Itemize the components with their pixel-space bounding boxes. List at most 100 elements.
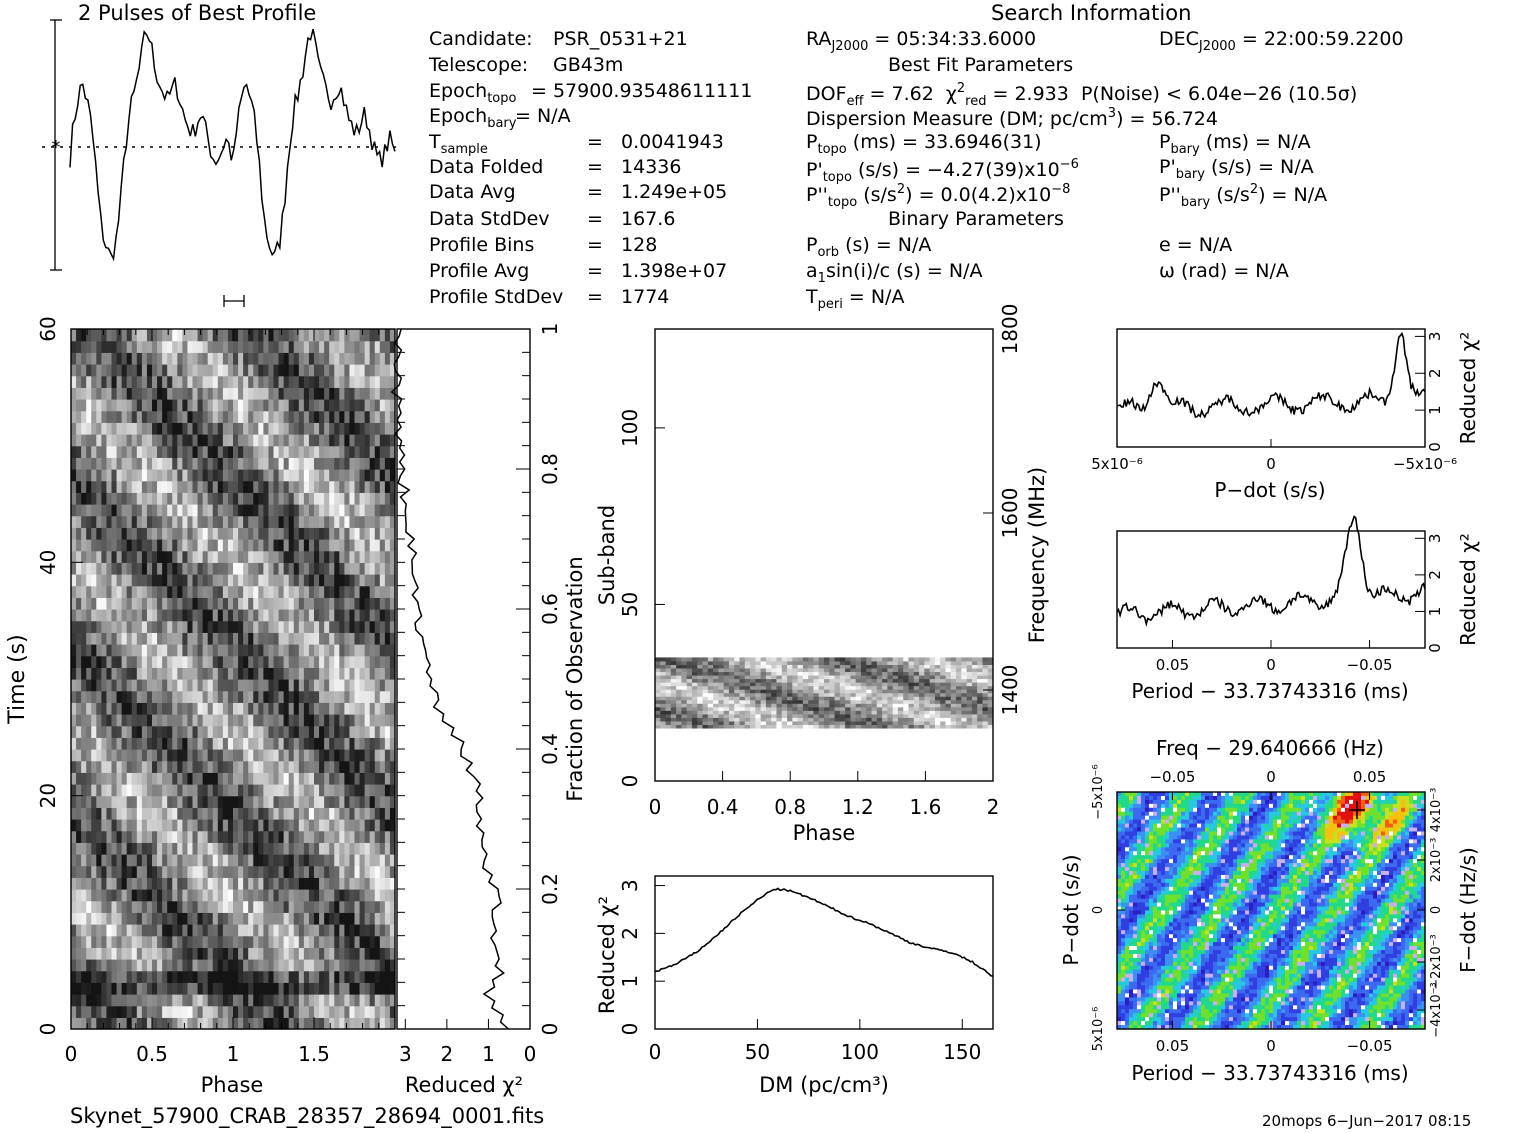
time-phase-cell: [91, 422, 97, 435]
subband-cell: [681, 689, 688, 694]
time-phase-cell: [101, 935, 108, 948]
time-phase-cell: [111, 410, 118, 423]
time-phase-cell: [152, 865, 158, 878]
time-phase-cell: [162, 445, 168, 458]
subband-cell: [792, 717, 799, 722]
time-phase-cell: [349, 597, 356, 610]
time-phase-cell: [202, 422, 209, 435]
subband-cell: [781, 689, 788, 694]
subband-cell: [977, 678, 983, 683]
time-phase-cell: [253, 387, 259, 400]
time-phase-cell: [379, 749, 386, 762]
time-phase-cell: [192, 340, 199, 353]
subband-cell: [792, 706, 799, 711]
time-phase-cell: [141, 644, 148, 657]
time-phase-cell: [374, 609, 381, 622]
subband-cell: [734, 692, 740, 697]
time-phase-cell: [146, 632, 153, 645]
time-phase-cell: [329, 457, 335, 470]
time-phase-cell: [278, 504, 285, 517]
time-phase-cell: [152, 760, 158, 773]
time-phase-cell: [263, 515, 270, 528]
time-phase-cell: [243, 480, 249, 493]
time-phase-cell: [298, 935, 305, 948]
time-phase-cell: [374, 492, 381, 505]
time-chi2-ytick: 1: [538, 323, 562, 336]
subband-cell: [866, 678, 873, 683]
time-phase-cell: [258, 935, 264, 948]
time-phase-cell: [202, 1005, 209, 1018]
subband-cell: [744, 692, 751, 697]
time-phase-cell: [126, 702, 133, 715]
time-phase-cell: [187, 364, 194, 377]
time-phase-cell: [222, 865, 229, 878]
time-phase-cell: [197, 340, 204, 353]
time-phase-cell: [141, 959, 148, 972]
time-phase-cell: [202, 994, 209, 1007]
time-phase-cell: [212, 877, 219, 890]
time-phase-cell: [374, 434, 381, 447]
time-phase-cell: [91, 632, 97, 645]
time-phase-cell: [222, 445, 229, 458]
time-phase-cell: [374, 422, 381, 435]
time-phase-cell: [314, 504, 320, 517]
time-phase-cell: [344, 877, 351, 890]
subband-cell: [929, 685, 936, 690]
time-phase-cell: [364, 842, 371, 855]
time-phase-cell: [329, 387, 335, 400]
time-phase-cell: [354, 644, 361, 657]
time-phase-cell: [389, 737, 396, 750]
time-phase-cell: [268, 434, 275, 447]
time-phase-cell: [374, 445, 381, 458]
time-phase-cell: [81, 690, 87, 703]
subband-cell: [977, 675, 983, 680]
time-phase-cell: [354, 970, 361, 983]
time-phase-cell: [141, 364, 148, 377]
time-phase-cell: [177, 585, 183, 598]
subband-cell: [665, 710, 672, 715]
time-phase-cell: [121, 480, 128, 493]
time-phase-cell: [339, 947, 345, 960]
subband-cell: [771, 717, 777, 722]
subband-cell: [686, 706, 693, 711]
time-phase-cell: [364, 714, 371, 727]
subband-cell: [887, 706, 894, 711]
time-phase-cell: [141, 434, 148, 447]
time-phase-cell: [217, 445, 224, 458]
time-phase-cell: [329, 760, 335, 773]
time-phase-cell: [238, 550, 244, 563]
subband-cell: [892, 675, 899, 680]
time-phase-cell: [106, 352, 113, 365]
subband-cell: [713, 671, 719, 676]
subband-cell: [739, 678, 746, 683]
time-phase-cell: [319, 970, 325, 983]
subband-cell: [792, 678, 799, 683]
time-phase-cell: [293, 562, 300, 575]
time-phase-cell: [243, 469, 249, 482]
time-phase-cell: [86, 982, 92, 995]
time-phase-cell: [116, 842, 123, 855]
subband-cell: [755, 703, 762, 708]
subband-cell: [734, 699, 740, 704]
time-phase-cell: [71, 597, 77, 610]
time-phase-cell: [202, 830, 209, 843]
subband-cell: [855, 724, 862, 729]
subband-cell: [670, 671, 677, 676]
time-phase-cell: [339, 935, 345, 948]
time-phase-cell: [146, 504, 153, 517]
time-phase-cell: [278, 725, 285, 738]
time-phase-cell: [253, 574, 259, 587]
time-phase-cell: [152, 947, 158, 960]
subband-cell: [987, 699, 994, 704]
subband-cell: [934, 692, 941, 697]
time-phase-cell: [364, 1005, 371, 1018]
time-phase-cell: [233, 410, 239, 423]
subband-cell: [839, 682, 846, 687]
time-phase-cell: [152, 970, 158, 983]
time-phase-cell: [278, 527, 285, 540]
time-phase-cell: [121, 702, 128, 715]
time-phase-cell: [233, 982, 239, 995]
time-phase-cell: [283, 842, 290, 855]
time-phase-cell: [167, 982, 173, 995]
time-phase-cell: [263, 935, 270, 948]
